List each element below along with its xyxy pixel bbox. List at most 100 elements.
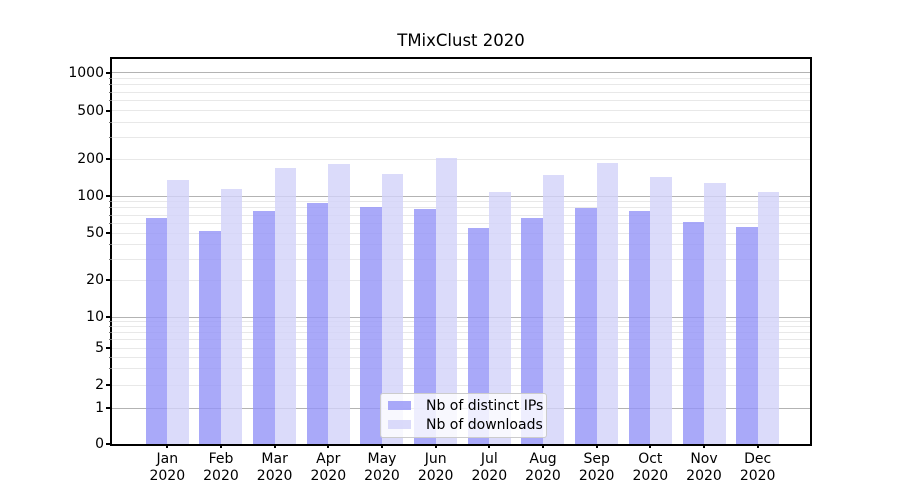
bar-nb-of-distinct-ips-jan-2020 bbox=[145, 218, 168, 444]
x-tick-month: Jan bbox=[156, 451, 179, 467]
y-gridline-minor-6 bbox=[112, 339, 810, 341]
y-tick-2 bbox=[106, 384, 112, 386]
y-gridline-minor-80 bbox=[112, 207, 810, 209]
y-tick-1 bbox=[106, 407, 112, 409]
y-gridline-minor-4 bbox=[112, 356, 810, 358]
x-tick-month: Jun bbox=[424, 451, 447, 467]
y-tick-label-200: 200 bbox=[77, 151, 104, 167]
x-tick-jan-2020 bbox=[166, 444, 169, 448]
x-tick-month: Sep bbox=[583, 451, 610, 467]
x-tick-month: May bbox=[367, 451, 397, 467]
y-gridline-major-10 bbox=[112, 316, 810, 318]
bar-nb-of-downloads-dec-2020 bbox=[757, 191, 780, 444]
y-tick-label-0: 0 bbox=[95, 436, 104, 452]
y-tick-minor-3 bbox=[109, 368, 112, 370]
y-gridline-minor-900 bbox=[112, 77, 810, 79]
x-tick-may-2020 bbox=[380, 444, 383, 448]
legend: Nb of distinct IPs Nb of downloads bbox=[380, 393, 547, 438]
bar-nb-of-downloads-oct-2020 bbox=[650, 176, 672, 444]
x-tick-label-aug-2020: Aug 2020 bbox=[513, 451, 573, 484]
x-tick-mar-2020 bbox=[273, 444, 276, 448]
y-tick-label-20: 20 bbox=[86, 272, 104, 288]
y-tick-minor-60 bbox=[109, 222, 112, 224]
x-tick-label-apr-2020: Apr 2020 bbox=[298, 451, 358, 484]
y-tick-minor-7 bbox=[109, 332, 112, 334]
y-gridline-minor-70 bbox=[112, 214, 810, 216]
y-tick-minor-800 bbox=[109, 84, 112, 86]
y-gridline-major-1000 bbox=[112, 72, 810, 73]
x-tick-apr-2020 bbox=[327, 444, 330, 448]
y-gridline-minor-30 bbox=[112, 258, 810, 260]
x-tick-label-oct-2020: Oct 2020 bbox=[620, 451, 680, 484]
x-tick-label-nov-2020: Nov 2020 bbox=[674, 451, 734, 484]
x-tick-label-may-2020: May 2020 bbox=[352, 451, 412, 484]
y-tick-100 bbox=[106, 195, 112, 197]
y-gridline-minor-40 bbox=[112, 243, 810, 245]
y-gridline-minor-2 bbox=[112, 384, 810, 386]
bar-nb-of-downloads-mar-2020 bbox=[274, 168, 297, 444]
bar-nb-of-distinct-ips-aug-2020 bbox=[521, 218, 543, 444]
y-tick-minor-6 bbox=[109, 339, 112, 341]
y-gridline-minor-700 bbox=[112, 91, 810, 93]
y-gridline-minor-400 bbox=[112, 121, 810, 123]
y-tick-minor-40 bbox=[109, 243, 112, 245]
y-gridline-minor-600 bbox=[112, 100, 810, 101]
legend-label-nb-of-downloads: Nb of downloads bbox=[426, 416, 543, 433]
y-tick-minor-600 bbox=[109, 100, 112, 101]
x-tick-label-mar-2020: Mar 2020 bbox=[245, 451, 305, 484]
y-tick-label-100: 100 bbox=[77, 188, 104, 204]
y-gridline-minor-60 bbox=[112, 222, 810, 224]
y-tick-20 bbox=[106, 279, 112, 281]
x-tick-year: 2020 bbox=[149, 467, 186, 484]
y-tick-label-1000: 1000 bbox=[68, 64, 104, 81]
y-tick-minor-4 bbox=[109, 356, 112, 358]
bar-nb-of-downloads-nov-2020 bbox=[704, 182, 726, 444]
x-tick-label-jun-2020: Jun 2020 bbox=[406, 451, 466, 484]
plot-area: Nb of distinct IPs Nb of downloads bbox=[112, 59, 810, 444]
x-tick-label-feb-2020: Feb 2020 bbox=[191, 451, 251, 484]
bar-nb-of-distinct-ips-nov-2020 bbox=[682, 222, 704, 444]
chart-title: TMixClust 2020 bbox=[397, 31, 525, 50]
y-tick-minor-700 bbox=[109, 91, 112, 93]
bar-nb-of-downloads-feb-2020 bbox=[220, 189, 243, 444]
y-tick-minor-400 bbox=[109, 121, 112, 123]
y-gridline-minor-800 bbox=[112, 84, 810, 86]
x-tick-month: Mar bbox=[261, 451, 288, 467]
x-tick-aug-2020 bbox=[541, 444, 544, 448]
x-tick-feb-2020 bbox=[219, 444, 222, 448]
y-tick-minor-30 bbox=[109, 258, 112, 260]
x-tick-jun-2020 bbox=[434, 444, 437, 448]
x-tick-year: 2020 bbox=[525, 467, 561, 484]
y-gridline-minor-7 bbox=[112, 332, 810, 334]
x-tick-year: 2020 bbox=[364, 467, 400, 484]
x-tick-month: Oct bbox=[638, 451, 663, 467]
bar-nb-of-downloads-jun-2020 bbox=[435, 157, 458, 444]
y-tick-minor-8 bbox=[109, 326, 112, 328]
y-tick-label-5: 5 bbox=[95, 340, 104, 356]
y-tick-label-10: 10 bbox=[86, 309, 104, 325]
bar-nb-of-downloads-jan-2020 bbox=[167, 179, 189, 444]
y-gridline-minor-9 bbox=[112, 321, 810, 323]
y-tick-200 bbox=[106, 158, 112, 160]
x-tick-year: 2020 bbox=[686, 467, 722, 484]
y-tick-minor-70 bbox=[109, 214, 112, 216]
x-tick-label-sep-2020: Sep 2020 bbox=[567, 451, 627, 484]
bar-nb-of-distinct-ips-apr-2020 bbox=[306, 203, 329, 444]
x-tick-year: 2020 bbox=[203, 467, 239, 484]
y-tick-0 bbox=[106, 443, 112, 445]
x-tick-month: Jul bbox=[480, 451, 498, 467]
x-tick-month: Nov bbox=[690, 451, 718, 467]
y-tick-label-2: 2 bbox=[95, 377, 104, 393]
y-tick-50 bbox=[106, 232, 112, 234]
y-gridline-minor-90 bbox=[112, 201, 810, 203]
x-tick-sep-2020 bbox=[595, 444, 598, 448]
bar-nb-of-distinct-ips-mar-2020 bbox=[253, 210, 275, 444]
bar-nb-of-distinct-ips-jun-2020 bbox=[414, 209, 436, 444]
y-gridline-minor-300 bbox=[112, 137, 810, 139]
bar-nb-of-downloads-jul-2020 bbox=[489, 192, 511, 444]
y-gridline-minor-20 bbox=[112, 279, 810, 281]
x-tick-month: Dec bbox=[744, 451, 772, 467]
bar-nb-of-distinct-ips-sep-2020 bbox=[575, 207, 597, 444]
bar-nb-of-downloads-may-2020 bbox=[381, 174, 404, 444]
y-tick-minor-80 bbox=[109, 207, 112, 209]
